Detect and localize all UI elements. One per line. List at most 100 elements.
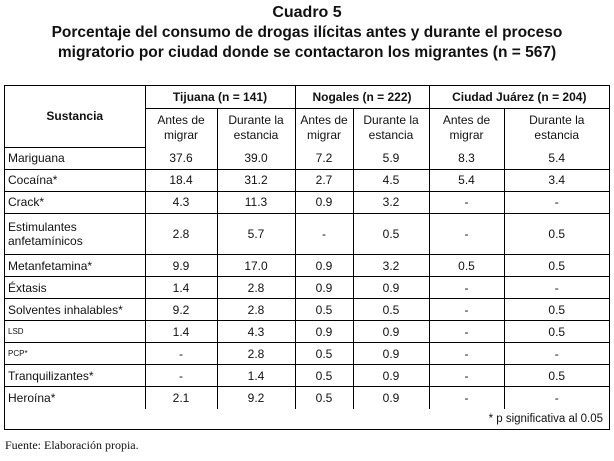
value-cell: 0.9: [294, 254, 354, 278]
header-substance: Sustancia: [5, 86, 146, 148]
table-row: LSD 1.4 4.3 0.9 0.9-0.5: [5, 320, 609, 344]
subheader-line: Antes de: [157, 112, 205, 127]
subheader-line: migrar: [449, 127, 484, 142]
substance-name: PCP*: [5, 342, 146, 366]
value-cell: 3.2: [352, 254, 430, 278]
table-row: Estimulantes anfetamínicos 2.8 5.7-0.5-0.5: [5, 212, 609, 256]
substance-name: Crack*: [5, 190, 146, 214]
value-cell: 0.5: [352, 212, 430, 256]
value-cell: 0.9: [352, 342, 430, 366]
value-cell: 1.4: [144, 276, 218, 300]
value-cell: 5.4: [503, 147, 609, 170]
substance-name: Mariguana: [5, 147, 146, 170]
value-cell: 1.4: [216, 364, 296, 388]
value-cell: 0.5: [294, 298, 354, 322]
value-cell: 0.5: [352, 298, 430, 322]
subheader-before: Antes de migrar: [294, 107, 354, 147]
value-cell: 4.3: [216, 320, 296, 344]
value-cell: 5.7: [216, 212, 296, 256]
header-city-nogales: Nogales (n = 222): [294, 86, 430, 109]
table-row: Tranquilizantes* -1.4 0.5 0.9-0.5: [5, 364, 609, 388]
source-note: Fuente: Elaboración propia.: [5, 438, 139, 452]
value-cell: 3.4: [503, 168, 609, 192]
substance-name: Éxtasis: [5, 276, 146, 300]
substance-name-text: Solventes inhalables*: [8, 302, 123, 317]
value-cell: -: [428, 212, 505, 256]
substance-name-text-line-2: anfetamínicos: [8, 233, 83, 248]
value-cell: 2.8: [216, 298, 296, 322]
value-cell: 17.0: [216, 254, 296, 278]
value-cell: -: [503, 276, 609, 300]
subheader-line: Durante la: [529, 112, 585, 127]
table-number: Cuadro 5: [272, 4, 342, 21]
substance-name-text: Metanfetamina*: [8, 258, 93, 273]
substance-name-text: Éxtasis: [8, 280, 47, 295]
table-row: Cocaína* 18.4 31.2 2.7 4.5 5.4 3.4: [5, 168, 609, 192]
subheader-during: Durante la estancia: [216, 107, 296, 147]
value-cell: -: [428, 320, 505, 344]
value-cell: 0.5: [294, 364, 354, 388]
value-cell: -: [428, 276, 505, 300]
value-cell: 5.4: [428, 168, 505, 192]
value-cell: 0.9: [294, 276, 354, 300]
subheader-line: Durante la: [363, 112, 419, 127]
subheader-line: Antes de: [300, 112, 348, 127]
subheader-line: migrar: [306, 127, 341, 142]
value-cell: 7.2: [294, 147, 354, 170]
value-cell: 0.5: [428, 254, 505, 278]
table-title-line-1: Porcentaje del consumo de drogas ilícita…: [51, 24, 563, 41]
value-cell: 18.4: [144, 168, 218, 192]
value-cell: 1.4: [144, 320, 218, 344]
substance-name-text: Cocaína*: [8, 173, 58, 188]
value-cell: -: [428, 342, 505, 366]
substance-name-text: Tranquilizantes*: [8, 368, 94, 383]
subheader-before: Antes de migrar: [145, 107, 218, 147]
value-cell: -: [503, 386, 609, 409]
subheader-during: Durante la estancia: [352, 107, 430, 147]
substance-name: Solventes inhalables*: [5, 298, 146, 322]
value-cell: 0.9: [352, 320, 430, 344]
value-cell: 8.3: [428, 147, 505, 170]
subheader-line: Antes de: [442, 112, 491, 127]
substance-name: LSD: [5, 320, 146, 344]
value-cell: 0.5: [294, 342, 354, 366]
value-cell: 2.7: [294, 168, 354, 192]
table-row: Solventes inhalables* 9.2 2.8 0.5 0.5-0.5: [5, 298, 609, 322]
value-cell: 0.5: [503, 254, 609, 278]
value-cell: 0.9: [352, 364, 430, 388]
table-row: Metanfetamina* 9.9 17.0 0.9 3.2 0.5 0.5: [5, 254, 609, 278]
value-cell: -: [428, 386, 505, 409]
value-cell: -: [428, 364, 505, 388]
substance-name: Tranquilizantes*: [5, 364, 146, 388]
value-cell: 37.6: [144, 147, 218, 170]
value-cell: 5.9: [352, 147, 430, 170]
substance-name-text: LSD: [8, 327, 24, 337]
value-cell: -: [144, 364, 218, 388]
value-cell: -: [428, 190, 505, 214]
value-cell: 9.2: [144, 298, 218, 322]
header-city-juarez: Ciudad Juárez (n = 204): [428, 86, 609, 109]
table-body: Mariguana 37.6 39.0 7.2 5.9 8.3 5.4 Cocaína* 18.…: [5, 147, 609, 409]
value-cell: 9.9: [144, 254, 218, 278]
subheader-line: estancia: [233, 127, 279, 142]
substance-name-text: Mariguana: [8, 151, 65, 165]
value-cell: 0.5: [294, 386, 354, 409]
value-cell: 0.9: [294, 320, 354, 344]
table-row: PCP* -2.8 0.5 0.9- -: [5, 342, 609, 366]
substance-name-text: Heroína*: [8, 391, 56, 406]
value-cell: -: [503, 342, 609, 366]
value-cell: 39.0: [216, 147, 296, 170]
table-row: Crack* 4.3 11.3 0.9 3.2- -: [5, 190, 609, 214]
subheader-before: Antes de migrar: [428, 107, 505, 147]
subheader-line: Durante la: [228, 112, 284, 127]
substance-name: Metanfetamina*: [5, 254, 146, 278]
substance-name-text: Crack*: [8, 195, 45, 210]
substance-name-text: Estimulantes: [8, 219, 77, 234]
footnote: * p significativa al 0.05: [488, 413, 603, 425]
subheader-line: estancia: [534, 127, 580, 142]
substance-name: Estimulantes anfetamínicos: [5, 212, 146, 256]
value-cell: 2.8: [144, 212, 218, 256]
value-cell: 0.9: [294, 190, 354, 214]
value-cell: 2.8: [216, 276, 296, 300]
substance-name: Heroína*: [5, 386, 146, 409]
